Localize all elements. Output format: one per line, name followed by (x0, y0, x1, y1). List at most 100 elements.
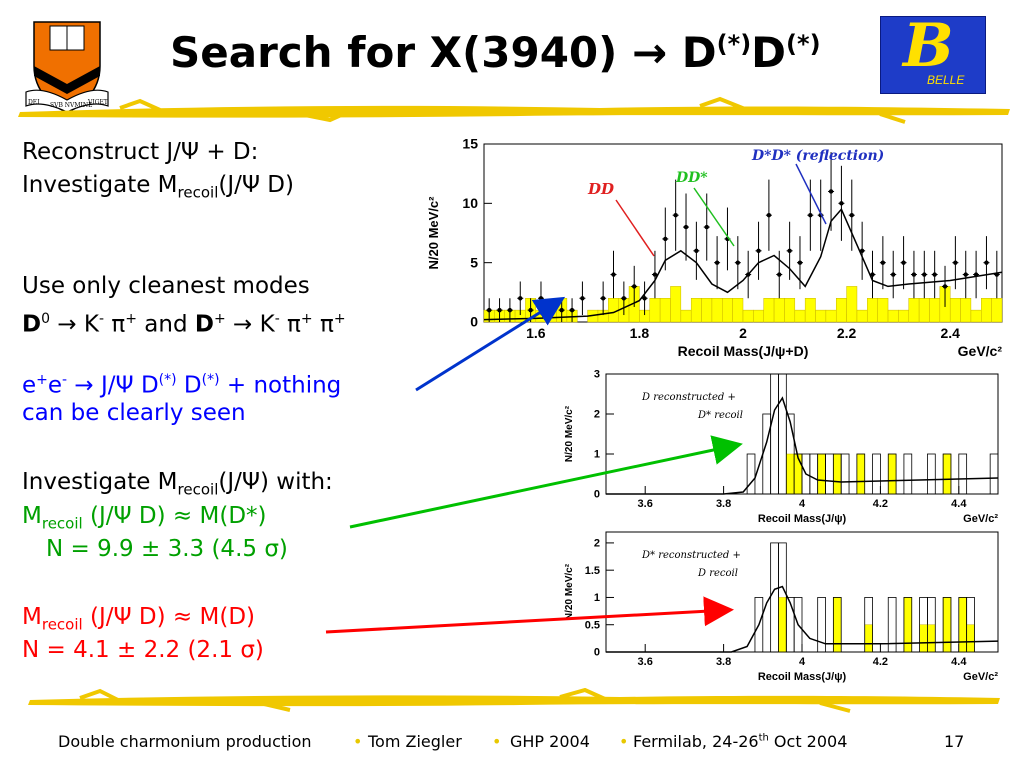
filled-bin (856, 453, 865, 495)
data-point (652, 272, 658, 277)
hist-bar (908, 298, 920, 323)
data-point (714, 260, 720, 265)
open-bin (966, 597, 975, 653)
line-mrecoil-dstar: Mrecoil (J/Ψ D) ≈ M(D*) (22, 503, 267, 533)
d-recoil-chart: 3.6 3.8 4 4.2 4.4 0 1 2 3 Recoil Mass(J/ψ) GeV/c² N… (564, 369, 999, 525)
hist-bar (711, 298, 723, 323)
belle-logo: B BELLE (880, 11, 986, 94)
open-bin (817, 597, 826, 653)
hist-bar (701, 298, 713, 323)
x-axis-unit: GeV/c² (963, 671, 998, 683)
x-tick-label: 1.8 (630, 325, 650, 341)
chart-caption-line: D* reconstructed + (641, 550, 741, 561)
line-n-d: N = 4.1 ± 2.2 (2.1 σ) (22, 637, 264, 663)
x-axis-label: Recoil Mass(J/ψ+D) (678, 343, 809, 359)
data-point (932, 272, 937, 277)
annotation-reflection: D*D* (reflection) (751, 148, 884, 164)
data-point (694, 248, 699, 253)
data-point (777, 272, 782, 277)
x-axis-unit: GeV/c² (963, 513, 998, 525)
footer-conference: GHP 2004 (510, 732, 590, 751)
motto-viget: VIGET (87, 99, 108, 106)
y-tick-label: 10 (462, 195, 478, 211)
data-point (642, 296, 647, 301)
y-axis-label: N/20 MeV/c² (426, 196, 441, 270)
fit-curve (483, 207, 1003, 321)
x-tick-label: 4.4 (951, 498, 967, 510)
line-reconstruct: Reconstruct J/Ψ + D: (22, 139, 259, 165)
hist-bar (732, 298, 744, 323)
line-cleanest-modes: Use only cleanest modes (22, 273, 310, 299)
filled-bin (927, 624, 936, 653)
hist-bar (960, 298, 972, 323)
filled-bin (942, 453, 952, 495)
open-bin (793, 597, 803, 653)
x-tick-label: 3.8 (716, 656, 731, 668)
hist-bar (867, 298, 878, 323)
x-tick-label: 3.6 (638, 656, 653, 668)
x-tick-label: 4.2 (873, 656, 888, 668)
y-tick-label: 0 (594, 647, 600, 659)
open-bin (754, 597, 764, 653)
y-tick-label: 15 (462, 136, 478, 152)
data-point (528, 307, 533, 313)
data-point (621, 296, 627, 301)
data-point (497, 307, 502, 313)
line-nothing: e+e- → J/Ψ D(*) D(*) + nothing (22, 372, 342, 399)
hist-bar (753, 309, 764, 323)
data-point (766, 213, 772, 218)
open-bin (903, 453, 913, 495)
hist-bar (649, 298, 661, 323)
filled-bin (887, 453, 897, 495)
hist-bar (929, 298, 941, 323)
pointer-ddstar (693, 187, 735, 247)
footer-page-number: 17 (944, 732, 965, 751)
hist-bar (680, 309, 692, 323)
hist-bar (887, 309, 899, 323)
open-bin (825, 453, 834, 495)
line-investigate: Investigate Mrecoil(J/Ψ D) (22, 172, 294, 202)
open-bin (942, 453, 952, 495)
hist-bar (898, 309, 910, 323)
filled-bin (793, 453, 803, 495)
data-point (735, 260, 741, 265)
data-point (518, 296, 523, 301)
hist-bar (742, 309, 754, 323)
hist-bar (991, 298, 1003, 323)
hist-bar (690, 298, 702, 323)
open-bin (864, 597, 873, 653)
line-decay-modes: D0 → K- π+ and D+ → K- π+ π+ (22, 311, 346, 338)
open-bin (762, 413, 772, 495)
data-point (849, 213, 854, 218)
belle-logo-letter: B (903, 11, 954, 81)
y-tick-label: 0.5 (585, 619, 600, 631)
x-tick-label: 3.6 (638, 498, 653, 510)
hist-bar (784, 298, 796, 323)
x-tick-label: 4.2 (873, 498, 888, 510)
data-point (797, 260, 803, 265)
top-brush-stroke (18, 96, 1010, 124)
filled-bin (786, 453, 795, 495)
open-bin (927, 453, 936, 495)
line-n-dstar: N = 9.9 ± 3.3 (4.5 σ) (46, 536, 288, 562)
data-point (942, 284, 948, 289)
open-bin (942, 597, 952, 653)
hist-bar (659, 298, 671, 323)
chart-caption-line: D* recoil (697, 410, 743, 421)
footer-bullet-3: • (619, 732, 629, 751)
data-point (683, 224, 689, 230)
data-point (839, 201, 844, 206)
hist-bar (856, 309, 868, 323)
y-tick-label: 2 (594, 409, 600, 421)
y-axis-label: N/20 MeV/c² (564, 405, 575, 462)
open-bin (778, 373, 787, 495)
chart-caption-line: D reconstructed + (641, 392, 736, 403)
open-bin (746, 453, 756, 495)
open-bin (809, 453, 819, 495)
hist-bar (970, 309, 982, 323)
dstar-recoil-chart: 3.6 3.8 4 4.2 4.4 0 0.5 1 1.5 2 Recoil Mass(J/ψ) Ge… (564, 531, 999, 683)
open-bin (785, 597, 795, 653)
open-bin (832, 597, 842, 653)
data-point (673, 213, 678, 218)
data-point (891, 272, 896, 277)
